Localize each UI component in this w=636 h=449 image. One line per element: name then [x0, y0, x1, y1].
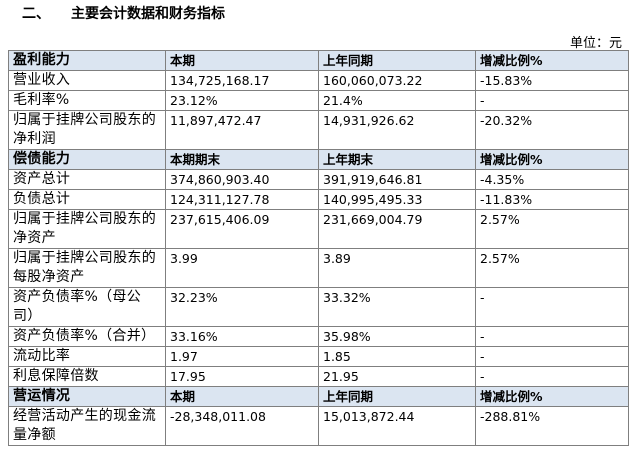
finance-table: 盈利能力 本期 上年同期 增减比例% 营业收入 134,725,168.17 160,060…	[8, 50, 629, 446]
cell: 35.98%	[318, 326, 476, 347]
cell: 利息保障倍数	[8, 366, 166, 387]
cell: 归属于挂牌公司股东的净利润	[8, 110, 166, 150]
cell: 134,725,168.17	[165, 70, 319, 91]
cell: 负债总计	[8, 189, 166, 210]
cell: 资产总计	[8, 169, 166, 190]
cell: 3.89	[318, 248, 476, 288]
cell: 21.95	[318, 366, 476, 387]
cell: 归属于挂牌公司股东的每股净资产	[8, 248, 166, 288]
table-row: 毛利率% 23.12% 21.4% -	[8, 90, 629, 111]
cell: 1.97	[165, 346, 319, 367]
cell: 391,919,646.81	[318, 169, 476, 190]
cell: 偿债能力	[8, 149, 166, 170]
cell: -	[475, 366, 629, 387]
cell: 15,013,872.44	[318, 406, 476, 446]
cell: 本期期末	[165, 149, 319, 170]
cell: 增减比例%	[475, 149, 629, 170]
table-row: 归属于挂牌公司股东的净利润 11,897,472.47 14,931,926.62-…	[8, 110, 629, 150]
cell: 本期	[165, 386, 319, 407]
table-row: 负债总计 124,311,127.78 140,995,495.33 -11.83%	[8, 189, 629, 210]
section-header: 盈利能力 本期 上年同期 增减比例%	[8, 50, 629, 71]
cell: 33.16%	[165, 326, 319, 347]
section-header: 营运情况 本期 上年同期 增减比例%	[8, 386, 629, 407]
cell: 盈利能力	[8, 50, 166, 71]
table-row: 资产负债率%（合并） 33.16% 35.98% -	[8, 326, 629, 347]
cell: 营运情况	[8, 386, 166, 407]
cell: 160,060,073.22	[318, 70, 476, 91]
cell: 3.99	[165, 248, 319, 288]
cell: 经营活动产生的现金流量净额	[8, 406, 166, 446]
unit: 单位：元	[569, 36, 622, 51]
cell: 17.95	[165, 366, 319, 387]
cell: 营业收入	[8, 70, 166, 91]
cell: -15.83%	[475, 70, 629, 91]
table-row: 利息保障倍数 17.95 21.95-	[8, 366, 629, 387]
cell: -	[475, 326, 629, 347]
cell: 237,615,406.09	[165, 209, 319, 249]
cell: -	[475, 90, 629, 111]
cell: -20.32%	[475, 110, 629, 150]
cell: 374,860,903.40	[165, 169, 319, 190]
table-row: 资产总计 374,860,903.40 391,919,646.81 -4.35%	[8, 169, 629, 190]
cell: 21.4%	[318, 90, 476, 111]
cell: 2.57%	[475, 209, 629, 249]
table-row: 归属于挂牌公司股东的每股净资产 3.99 3.89 2.57%	[8, 248, 629, 288]
cell: 资产负债率%（合并）	[8, 326, 166, 347]
cell: 流动比率	[8, 346, 166, 367]
table-row: 营业收入 134,725,168.17 160,060,073.22 -15.83%	[8, 70, 629, 91]
cell: -	[475, 287, 629, 327]
section-header: 偿债能力 本期期末 上年期末 增减比例%	[8, 149, 629, 170]
cell: 14,931,926.62	[318, 110, 476, 150]
cell: 2.57%	[475, 248, 629, 288]
cell: 毛利率%	[8, 90, 166, 111]
heading: 二、 主要会计数据和财务指标	[22, 6, 225, 22]
cell: -4.35%	[475, 169, 629, 190]
cell: -	[475, 346, 629, 367]
table-row: 经营活动产生的现金流量净额 -28,348,011.08 15,013,872.44…	[8, 406, 629, 446]
cell: -28,348,011.08	[165, 406, 319, 446]
cell: 32.23%	[165, 287, 319, 327]
cell: 资产负债率%（母公司）	[8, 287, 166, 327]
cell: 33.32%	[318, 287, 476, 327]
cell: -288.81%	[475, 406, 629, 446]
cell: 上年同期	[318, 50, 476, 71]
table-row: 流动比率 1.97 1.85-	[8, 346, 629, 367]
cell: 上年同期	[318, 386, 476, 407]
cell: 归属于挂牌公司股东的净资产	[8, 209, 166, 249]
cell: 140,995,495.33	[318, 189, 476, 210]
cell: 23.12%	[165, 90, 319, 111]
table-row: 资产负债率%（母公司） 32.23% 33.32% -	[8, 287, 629, 327]
cell: 上年期末	[318, 149, 476, 170]
cell: 增减比例%	[475, 386, 629, 407]
cell: 增减比例%	[475, 50, 629, 71]
cell: -11.83%	[475, 189, 629, 210]
cell: 124,311,127.78	[165, 189, 319, 210]
cell: 本期	[165, 50, 319, 71]
cell: 11,897,472.47	[165, 110, 319, 150]
cell: 1.85	[318, 346, 476, 367]
cell: 231,669,004.79	[318, 209, 476, 249]
table-row: 归属于挂牌公司股东的净资产 237,615,406.09 231,669,004.7…	[8, 209, 629, 249]
